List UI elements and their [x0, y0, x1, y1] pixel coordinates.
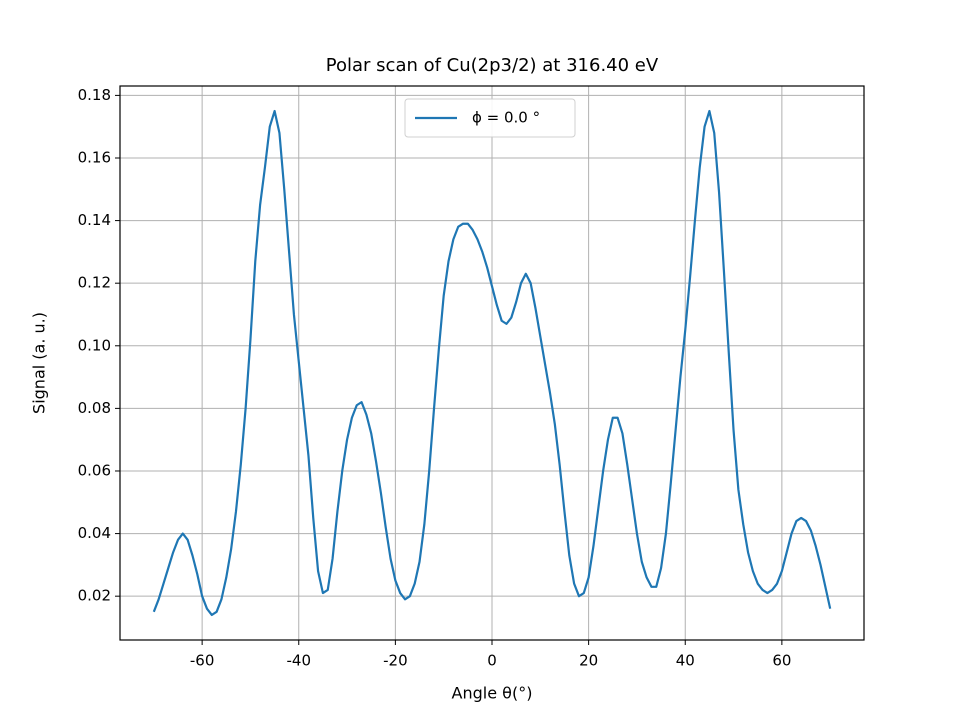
y-tick-label: 0.12: [78, 274, 111, 292]
y-axis-label: Signal (a. u.): [30, 312, 49, 414]
y-tick-label: 0.10: [78, 336, 111, 354]
y-tick-label: 0.08: [78, 399, 111, 417]
legend: ϕ = 0.0 °: [404, 98, 576, 138]
x-axis-label: Angle θ(°): [452, 684, 533, 703]
x-tick-label: 40: [676, 652, 695, 670]
y-tick-label: 0.04: [78, 524, 111, 542]
y-tick-label: 0.06: [78, 461, 111, 479]
x-tick-label: -20: [383, 652, 408, 670]
y-tick-label: 0.14: [78, 211, 111, 229]
chart-title: Polar scan of Cu(2p3/2) at 316.40 eV: [326, 55, 659, 76]
x-tick-label: -40: [287, 652, 312, 670]
y-tick-label: 0.16: [78, 148, 111, 166]
x-tick-label: 20: [579, 652, 598, 670]
legend-label: ϕ = 0.0 °: [472, 109, 540, 127]
x-tick-label: -60: [190, 652, 215, 670]
x-tick-label: 60: [772, 652, 791, 670]
legend-box: [404, 98, 576, 138]
y-tick-label: 0.18: [78, 86, 111, 104]
y-tick-label: 0.02: [78, 587, 111, 605]
axes-frame: [119, 85, 865, 641]
x-tick-label: 0: [487, 652, 497, 670]
data-line: [152, 109, 832, 617]
